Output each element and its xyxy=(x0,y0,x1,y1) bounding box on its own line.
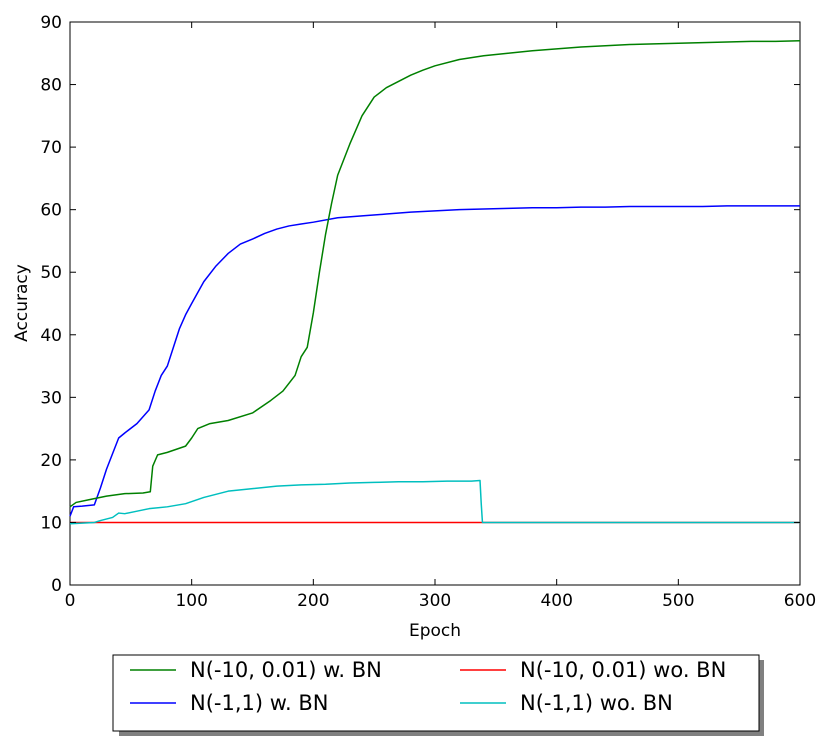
x-tick-label: 500 xyxy=(662,591,694,611)
legend-label: N(-10, 0.01) w. BN xyxy=(190,658,382,682)
x-tick-label: 0 xyxy=(65,591,76,611)
legend-items: N(-10, 0.01) w. BN N(-10, 0.01) wo. BN N(-… xyxy=(130,658,726,715)
y-tick-label: 50 xyxy=(40,263,62,283)
x-tick-label: 300 xyxy=(419,591,451,611)
legend-box xyxy=(112,654,760,732)
series-line-1 xyxy=(69,205,800,517)
y-tick-label: 40 xyxy=(40,326,62,346)
legend-label: N(-10, 0.01) wo. BN xyxy=(520,658,726,682)
plot-frame xyxy=(69,21,801,586)
y-tick-label: 20 xyxy=(40,451,62,471)
y-tick-label: 10 xyxy=(40,513,62,533)
y-axis-label: Accuracy xyxy=(12,264,32,342)
series-line-3 xyxy=(69,479,800,525)
y-tick-label: 30 xyxy=(40,388,62,408)
plot-area: 0 100 200 300 400 500 600 0 10 20 30 40 50 60 70 80 90 xyxy=(40,13,816,611)
legend: N(-10, 0.01) w. BN N(-10, 0.01) wo. BN N(-… xyxy=(112,654,764,736)
x-tick-label: 100 xyxy=(175,591,207,611)
x-axis-ticks: 0 100 200 300 400 500 600 xyxy=(65,22,816,611)
legend-label: N(-1,1) wo. BN xyxy=(520,691,673,715)
y-tick-label: 90 xyxy=(40,13,62,33)
x-tick-label: 200 xyxy=(297,591,329,611)
series-line-0 xyxy=(69,40,801,508)
y-tick-label: 0 xyxy=(51,576,62,596)
x-tick-label: 400 xyxy=(540,591,572,611)
y-tick-label: 70 xyxy=(40,138,62,158)
x-axis-label: Epoch xyxy=(409,621,461,641)
x-tick-label: 600 xyxy=(784,591,816,611)
y-tick-label: 60 xyxy=(40,201,62,221)
y-tick-label: 80 xyxy=(40,76,62,96)
series-layer xyxy=(69,40,801,525)
y-axis-ticks: 0 10 20 30 40 50 60 70 80 90 xyxy=(40,13,800,596)
legend-label: N(-1,1) w. BN xyxy=(190,691,328,715)
